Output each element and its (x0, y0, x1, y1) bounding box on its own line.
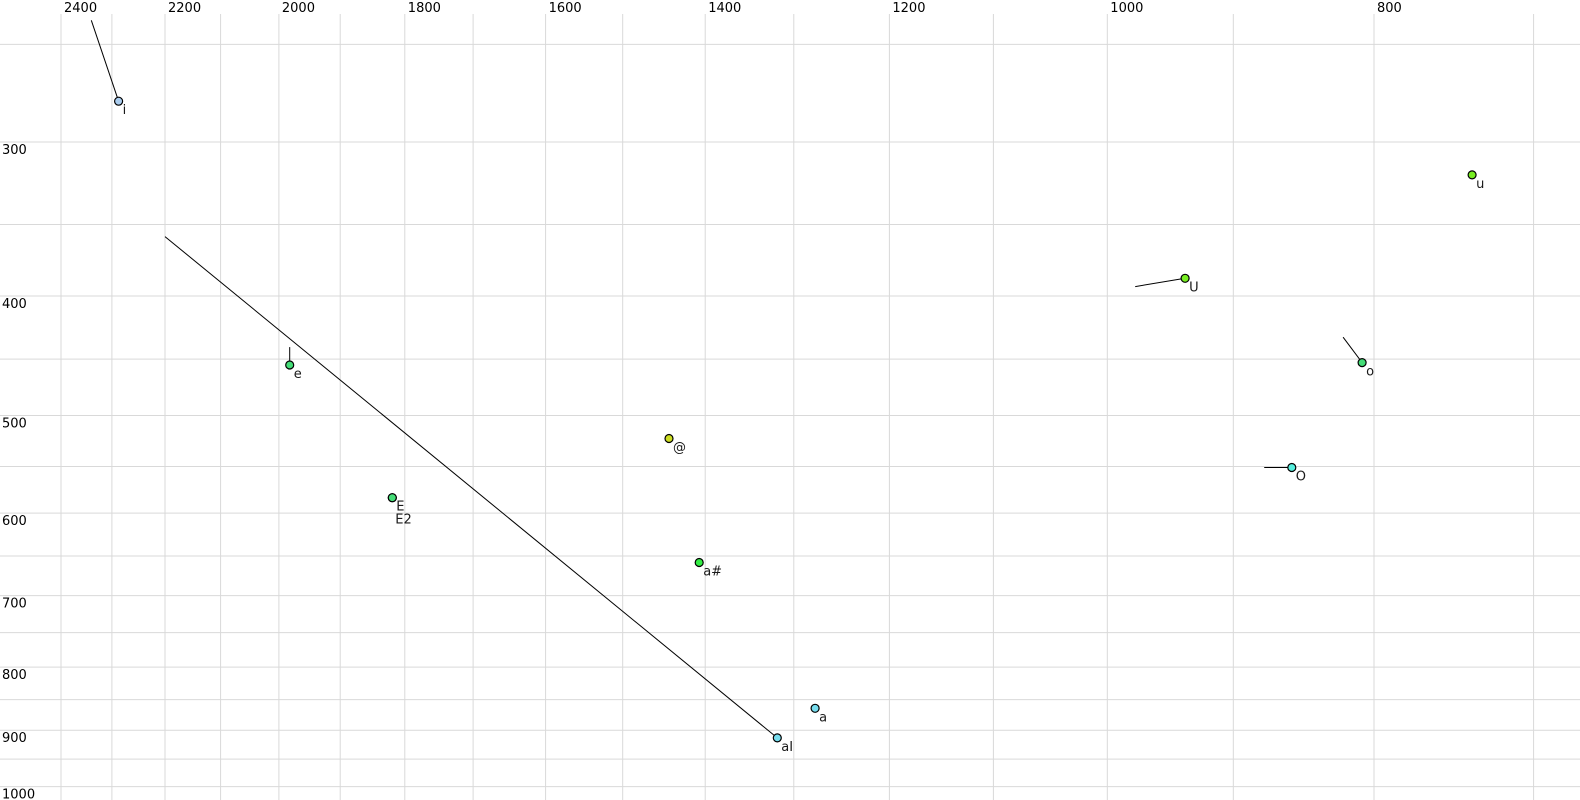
vowel-point-e[interactable] (285, 360, 295, 370)
vowel-point-a#[interactable] (694, 557, 704, 568)
vowel-point-O[interactable] (1287, 462, 1297, 473)
x-tick-label-1400: 1400 (708, 1, 741, 16)
vowel-label-@: @ (673, 441, 686, 456)
x-tick-label-2200: 2200 (168, 1, 201, 16)
vowel-point-@[interactable] (664, 433, 674, 444)
vowel-label-U: U (1189, 280, 1199, 295)
y-tick-label-600: 600 (2, 514, 27, 529)
y-tick-label-700: 700 (2, 597, 27, 612)
x-tick-label-1800: 1800 (408, 1, 441, 16)
vowel-point-aI[interactable] (772, 733, 782, 743)
y-tick-label-400: 400 (2, 297, 27, 312)
y-tick-label-500: 500 (2, 417, 27, 432)
vowel-glide-i (90, 20, 120, 102)
x-tick-label-1600: 1600 (549, 1, 582, 16)
vowel-point-u[interactable] (1467, 170, 1477, 180)
vowel-label-aI: aI (781, 740, 793, 755)
vowel-point-o[interactable] (1357, 358, 1367, 368)
vowel-label-E2: E2 (395, 513, 412, 528)
y-tick-label-800: 800 (2, 668, 27, 683)
x-tick-label-2000: 2000 (282, 1, 315, 16)
vowel-point-U[interactable] (1180, 273, 1190, 283)
x-tick-label-1200: 1200 (892, 1, 925, 16)
x-tick-label-1000: 1000 (1110, 1, 1143, 16)
vowel-glide-U (1135, 277, 1186, 288)
vowel-label-u: u (1476, 177, 1484, 192)
y-tick-label-1000: 1000 (2, 788, 35, 800)
vowel-label-e: e (294, 367, 302, 382)
vowel-point-i[interactable] (113, 96, 124, 106)
vowel-label-i: i (123, 103, 127, 118)
vowel-point-E2[interactable] (387, 493, 397, 503)
vowel-label-a: a (819, 710, 827, 725)
vowel-label-E: E (396, 500, 404, 515)
vowel-label-O: O (1296, 470, 1306, 485)
vowel-glide-o (1342, 336, 1363, 363)
vowel-label-a#: a# (703, 565, 722, 580)
x-tick-label-800: 800 (1377, 1, 1402, 16)
y-tick-label-900: 900 (2, 731, 27, 746)
vowel-point-a[interactable] (810, 703, 820, 713)
vowel-glide-aI (164, 236, 778, 739)
y-tick-label-300: 300 (2, 143, 27, 158)
vowel-label-o: o (1366, 365, 1374, 380)
x-tick-label-2400: 2400 (64, 1, 97, 16)
